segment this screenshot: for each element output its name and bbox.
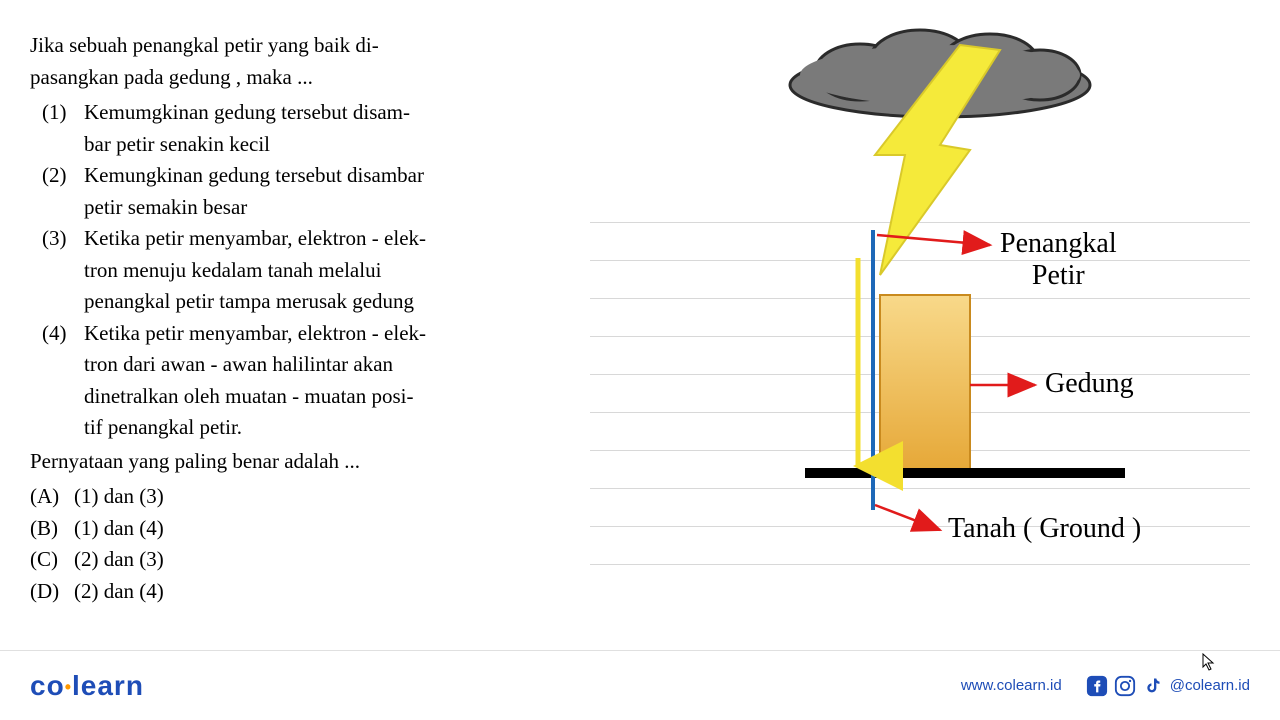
logo-co: co [30, 670, 65, 701]
social-icons: @colearn.id [1086, 675, 1250, 697]
logo-learn: learn [72, 670, 144, 701]
option-item: (A) (1) dan (3) [30, 481, 570, 513]
diagram-area: Penangkal Petir Gedung Tanah ( Ground ) [590, 30, 1250, 640]
statement-item: (2) Kemungkinan gedung tersebut disambar… [42, 160, 570, 223]
question-prompt: Pernyataan yang paling benar adalah ... [30, 446, 570, 478]
facebook-icon [1086, 675, 1108, 697]
statement-item: (4) Ketika petir menyambar, elektron - e… [42, 318, 570, 444]
option-label: (B) [30, 513, 74, 545]
option-label: (D) [30, 576, 74, 608]
question-intro: Jika sebuah penangkal petir yang baik di… [30, 30, 570, 93]
cursor-icon [1202, 653, 1216, 676]
statement-text: Ketika petir menyambar, elektron - elek-… [84, 318, 570, 444]
option-label: (C) [30, 544, 74, 576]
social-handle: @colearn.id [1170, 677, 1250, 694]
statement-item: (1) Kemumgkinan gedung tersebut disam- b… [42, 97, 570, 160]
statement-number: (2) [42, 160, 84, 223]
statement-item: (3) Ketika petir menyambar, elektron - e… [42, 223, 570, 318]
statement-number: (1) [42, 97, 84, 160]
statements-list: (1) Kemumgkinan gedung tersebut disam- b… [30, 97, 570, 444]
option-item: (B) (1) dan (4) [30, 513, 570, 545]
question-text: Jika sebuah penangkal petir yang baik di… [30, 30, 570, 640]
intro-line: pasangkan pada gedung , maka ... [30, 62, 570, 94]
label-tanah: Tanah ( Ground ) [948, 513, 1141, 545]
options-list: (A) (1) dan (3) (B) (1) dan (4) (C) (2) … [30, 481, 570, 607]
option-label: (A) [30, 481, 74, 513]
building-shape [880, 295, 970, 470]
statement-text: Ketika petir menyambar, elektron - elek-… [84, 223, 570, 318]
statement-text: Kemumgkinan gedung tersebut disam- bar p… [84, 97, 570, 160]
instagram-icon [1114, 675, 1136, 697]
colearn-logo: co•learn [30, 670, 144, 702]
option-text: (1) dan (4) [74, 513, 164, 545]
statement-text: Kemungkinan gedung tersebut disambar pet… [84, 160, 570, 223]
website-url: www.colearn.id [961, 677, 1062, 694]
label-gedung: Gedung [1045, 368, 1134, 400]
tiktok-icon [1142, 675, 1164, 697]
intro-line: Jika sebuah penangkal petir yang baik di… [30, 30, 570, 62]
option-item: (D) (2) dan (4) [30, 576, 570, 608]
label-arrow-ground [875, 505, 940, 530]
lightning-diagram [590, 10, 1270, 570]
statement-number: (4) [42, 318, 84, 444]
option-item: (C) (2) dan (3) [30, 544, 570, 576]
label-penangkal: Penangkal Petir [1000, 228, 1117, 292]
footer-bar: co•learn www.colearn.id @colearn.id [0, 650, 1280, 720]
logo-dot-icon: • [65, 677, 72, 697]
footer-right: www.colearn.id @colearn.id [961, 675, 1250, 697]
ground-line [805, 468, 1125, 478]
statement-number: (3) [42, 223, 84, 318]
option-text: (1) dan (3) [74, 481, 164, 513]
option-text: (2) dan (3) [74, 544, 164, 576]
option-text: (2) dan (4) [74, 576, 164, 608]
